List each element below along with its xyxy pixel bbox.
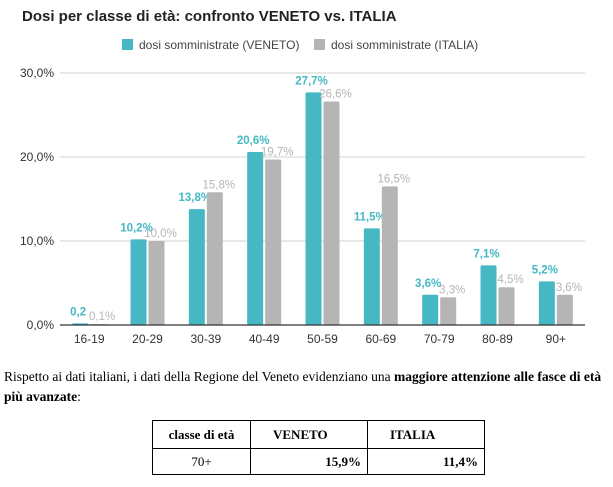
data-label: 3,6% [415,278,441,290]
data-label: 10,2% [120,222,153,234]
data-label: 7,1% [473,248,499,260]
x-tick-label: 50-59 [307,332,338,346]
para-end: : [77,389,81,404]
data-label: 26,6% [319,89,352,101]
bar-italia [440,297,457,325]
description-paragraph: Rispetto ai dati italiani, i dati della … [4,367,609,407]
data-label: 11,5% [354,211,386,223]
bar-veneto [188,209,205,325]
data-label: 16,5% [378,173,411,185]
header-age: classe di età [152,420,251,449]
legend-label: dosi somministrate (ITALIA) [331,38,478,52]
cell-age: 70+ [152,448,251,475]
bar-veneto [247,151,264,325]
y-tick-label: 30,0% [20,66,54,80]
data-label: 10,0% [144,228,177,240]
cell-veneto: 15,9% [250,448,368,475]
para-text: Rispetto ai dati italiani, i dati della … [4,369,395,384]
bar-chart: 0,0% 10,0% 20,0% 30,0% dosi somministrate (V… [20,38,585,346]
para-bold: maggiore attenzione alle fasce di età pi… [4,369,602,404]
x-tick-label: 30-39 [190,332,221,346]
y-tick-label: 20,0% [20,150,54,164]
bar-italia [148,241,165,325]
bar-veneto [363,228,380,325]
legend-label: dosi somministrate (VENETO) [139,38,299,52]
cell-italia: 11,4% [367,448,485,475]
x-tick-label: 40-49 [249,332,280,346]
data-label: 0,2 [70,306,86,318]
bar-italia [265,159,282,325]
bar-italia [206,192,223,325]
data-label: 4,5% [497,274,523,286]
data-label: 3,6% [556,282,582,294]
table-header-row: classe di età VENETO ITALIA [152,420,485,449]
bar-italia [556,294,573,325]
data-label: 3,3% [439,284,465,296]
chart-title: Dosi per classe di età: confronto VENETO… [22,8,397,25]
x-tick-label: 16-19 [74,332,105,346]
x-tick-label: 20-29 [132,332,163,346]
data-label: 13,8% [179,192,212,204]
y-tick-label: 10,0% [20,234,54,248]
data-label: 15,8% [203,179,236,191]
bar-veneto [130,239,147,325]
bar-italia [498,287,515,325]
legend-swatch [122,39,133,50]
data-label: 27,7% [295,75,328,87]
comparison-table: classe di età VENETO ITALIA 70+ 15,9% 11… [152,420,485,475]
header-italia: ITALIA [367,420,485,449]
x-tick-label: 60-69 [365,332,396,346]
data-label: 0,1% [89,311,115,323]
bar-veneto [305,92,322,325]
data-label: 19,7% [261,147,294,159]
header-veneto: VENETO [250,420,368,449]
x-tick-label: 90+ [546,332,566,346]
bar-veneto [422,294,439,325]
bar-italia [323,101,340,325]
bar-italia [381,186,398,325]
legend-swatch [314,39,325,50]
bar-veneto [480,265,497,325]
bar-veneto [538,281,555,325]
x-tick-label: 80-89 [482,332,513,346]
x-tick-label: 70-79 [424,332,455,346]
data-label: 20,6% [237,135,270,147]
data-label: 5,2% [532,264,558,276]
y-tick-label: 0,0% [27,318,55,332]
table-row: 70+ 15,9% 11,4% [152,448,485,475]
